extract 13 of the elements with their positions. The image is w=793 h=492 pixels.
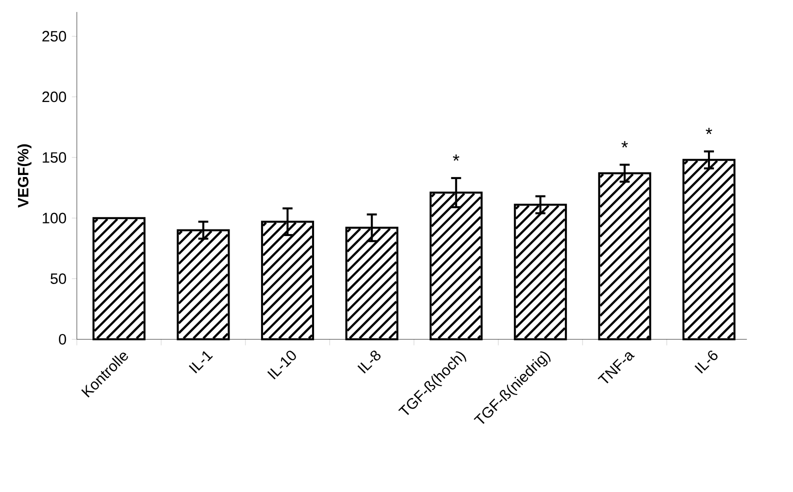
x-tick-label: IL-1 [188, 351, 213, 374]
y-axis-title: VEGF(%) [17, 144, 32, 208]
y-tick-label: 0 [58, 334, 66, 345]
y-tick-label: 150 [42, 152, 66, 163]
y-tick-label: 200 [42, 92, 66, 102]
annotation: * [706, 128, 712, 134]
annotation: * [621, 141, 628, 148]
x-tick-label: IL-6 [694, 350, 718, 374]
x-tick-label: IL-8 [357, 350, 381, 374]
y-tick-label: 50 [50, 273, 66, 284]
annotation: * [452, 154, 460, 161]
y-tick-label: 250 [42, 30, 66, 42]
y-tick-label: 100 [42, 212, 66, 224]
